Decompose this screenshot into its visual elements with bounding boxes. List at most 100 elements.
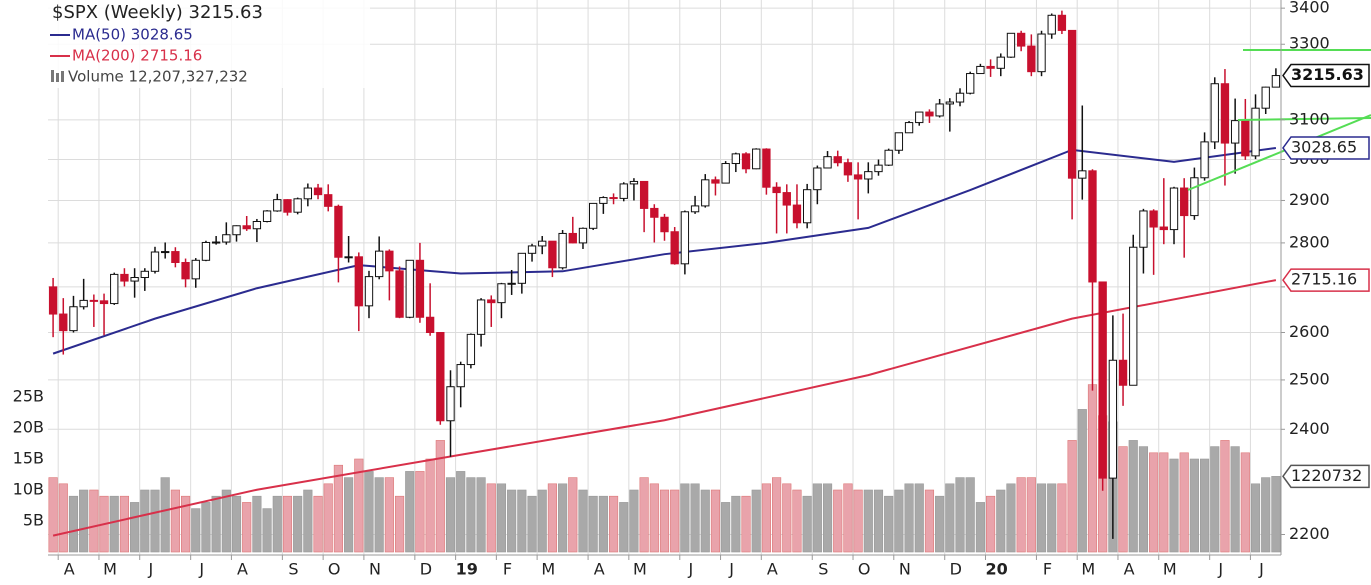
volume-bar — [772, 477, 782, 553]
x-tick-label: M — [633, 560, 647, 579]
candle-body — [405, 259, 414, 318]
volume-bar — [170, 489, 180, 553]
candle-body — [110, 273, 119, 305]
candle-body — [1088, 170, 1097, 283]
volume-bar — [252, 495, 262, 553]
candle-body — [466, 333, 476, 366]
x-tick-label: F — [1043, 560, 1052, 579]
candle-body — [1006, 32, 1016, 58]
volume-bar — [79, 489, 89, 553]
volume-bar — [231, 495, 242, 553]
legend-entry: MA(200) 2715.16 — [72, 47, 202, 65]
trendline — [1237, 117, 1371, 121]
candle-body — [59, 313, 68, 332]
volume-bar — [782, 483, 792, 553]
volume-bar — [547, 483, 557, 553]
volume-bar — [935, 495, 945, 553]
candle-body — [792, 204, 802, 224]
volume-bar — [578, 489, 588, 553]
candle-body — [741, 153, 751, 170]
legend-entry: MA(50) 3028.65 — [72, 26, 193, 44]
volume-bar — [333, 464, 343, 553]
candle-body — [701, 179, 710, 207]
x-tick-label: D — [420, 560, 432, 579]
candle-body — [1016, 32, 1026, 47]
candle-body — [211, 241, 221, 244]
y-tick-label: 3100 — [1289, 109, 1330, 128]
x-tick-label: F — [503, 560, 512, 579]
volume-bar — [1159, 452, 1169, 553]
candle-body — [1057, 14, 1067, 31]
volume-bar — [731, 495, 741, 553]
candle-body — [1129, 246, 1138, 386]
candle-body — [589, 202, 598, 229]
value-box — [1282, 63, 1370, 88]
volume-bar — [242, 502, 252, 553]
volume-bar — [384, 477, 394, 553]
volume-bar — [649, 483, 659, 553]
volume-bar — [119, 495, 130, 553]
candle-body — [1078, 170, 1087, 179]
volume-bar — [191, 508, 201, 553]
volume-bar — [598, 495, 608, 553]
x-tick-label: A — [594, 560, 605, 579]
volume-bar — [853, 489, 863, 553]
candle-body — [711, 179, 720, 184]
volume-bar — [527, 495, 537, 553]
volume-bar — [792, 489, 802, 553]
y-tick-label: 2500 — [1289, 369, 1330, 388]
x-tick-label: A — [64, 560, 75, 579]
volume-bar — [924, 489, 935, 553]
volume-bar — [221, 489, 231, 553]
candle-body — [976, 65, 985, 75]
volume-bar — [150, 489, 160, 553]
x-tick-label: S — [288, 560, 298, 579]
x-tick-label: A — [1124, 560, 1135, 579]
x-tick-label: N — [899, 560, 911, 579]
volume-bar — [1220, 440, 1230, 553]
candle-body — [599, 197, 608, 204]
volume-bar — [140, 489, 150, 553]
value-box-label: 1220732 — [1291, 466, 1362, 485]
volume-bar — [639, 477, 649, 553]
candle-body — [252, 221, 262, 230]
candle-body — [945, 101, 954, 105]
volume-bar — [435, 440, 445, 553]
volume-bar — [955, 477, 965, 553]
volume-bar — [374, 477, 384, 553]
volume-bar — [496, 483, 507, 553]
chart-title: $SPX (Weekly) 3215.63 — [52, 2, 263, 23]
volume-bar — [1189, 458, 1199, 553]
trendline — [1187, 114, 1371, 191]
candle-body — [1047, 14, 1056, 35]
volume-bar — [996, 489, 1006, 553]
volume-bar — [904, 483, 914, 553]
volume-bar — [822, 483, 833, 553]
x-tick-label: J — [688, 560, 694, 579]
candle-body — [619, 183, 628, 199]
volume-bar — [588, 495, 598, 553]
volume-bar — [914, 483, 924, 553]
legend-swatch — [51, 70, 54, 82]
y-tick-label: 2800 — [1289, 232, 1330, 251]
candle-body — [487, 299, 496, 304]
candle-body — [935, 103, 944, 117]
candle-body — [639, 180, 649, 209]
candle-body — [986, 65, 995, 69]
candle-body — [354, 256, 363, 307]
volume-bar — [456, 471, 466, 553]
volume-bar — [1026, 477, 1036, 553]
candle-body — [955, 92, 965, 103]
candle-body — [99, 300, 109, 305]
volume-bar — [568, 477, 578, 553]
volume-bar — [843, 483, 853, 553]
candle-body — [1139, 210, 1148, 248]
volume-bar — [1036, 483, 1047, 553]
candle-body — [150, 251, 160, 272]
volume-bar — [608, 495, 619, 553]
candle-body — [130, 277, 139, 282]
volume-bar — [1067, 440, 1077, 553]
candle-body — [334, 205, 343, 258]
x-tick-label: N — [369, 560, 381, 579]
candle-body — [242, 225, 251, 230]
